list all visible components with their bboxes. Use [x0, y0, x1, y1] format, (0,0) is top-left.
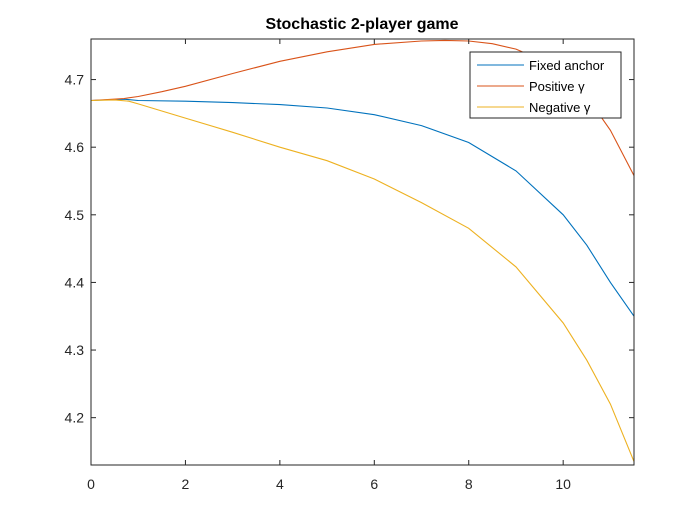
legend: Fixed anchor Positive γ Negative γ [469, 51, 622, 119]
y-axis: 4.2 4.3 4.4 4.5 4.6 4.7 [65, 72, 634, 426]
legend-label-negative-gamma: Negative γ [529, 100, 591, 115]
x-tick-label: 0 [87, 476, 95, 492]
legend-label-positive-gamma: Positive γ [529, 79, 585, 94]
y-tick-label: 4.7 [65, 72, 85, 88]
legend-label-fixed-anchor: Fixed anchor [529, 58, 605, 73]
y-tick-label: 4.2 [65, 410, 85, 426]
x-tick-label: 10 [555, 476, 571, 492]
y-tick-label: 4.6 [65, 139, 85, 155]
chart-title: Stochastic 2-player game [266, 16, 459, 33]
y-tick-label: 4.4 [65, 274, 85, 290]
y-tick-label: 4.3 [65, 342, 85, 358]
x-tick-label: 6 [370, 476, 378, 492]
axes-frame [90, 38, 635, 466]
x-tick-label: 4 [276, 476, 284, 492]
x-tick-label: 8 [465, 476, 473, 492]
x-axis: 0 2 4 6 8 10 [87, 39, 571, 492]
y-tick-label: 4.5 [65, 207, 85, 223]
series-line-fixed-anchor [90, 98, 635, 317]
x-tick-label: 2 [182, 476, 190, 492]
series-line-negative-gamma [90, 99, 635, 462]
